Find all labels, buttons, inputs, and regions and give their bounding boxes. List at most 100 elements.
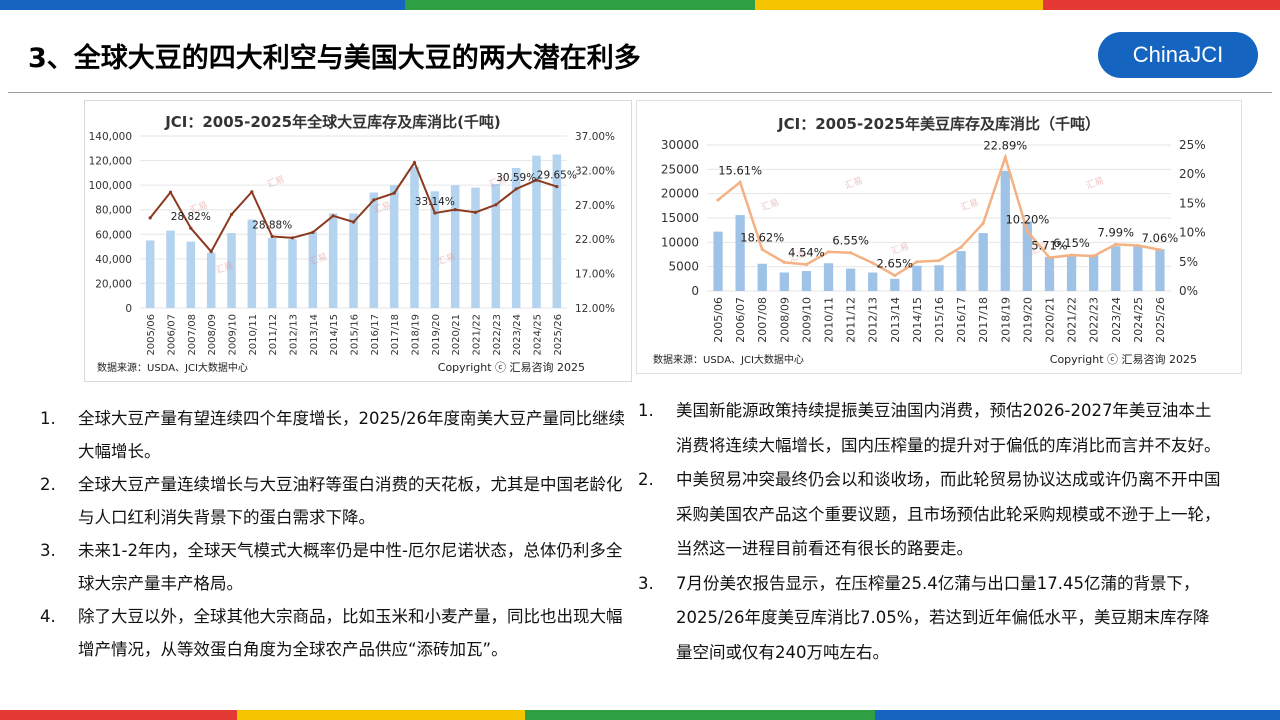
ratio-point	[514, 187, 518, 191]
x-tick-label: 2009/10	[228, 314, 239, 356]
bottom-color-bar	[0, 710, 1280, 720]
list-number: 3.	[638, 573, 654, 593]
stock-bar	[845, 268, 856, 291]
x-tick-label: 2022/23	[1088, 297, 1101, 343]
list-text: 7月份美农报告显示，在压榨量25.4亿蒲与出口量17.45亿蒲的背景下，2025…	[676, 573, 1210, 662]
y-tick-label: 20,000	[95, 278, 132, 290]
watermark-text: 汇易	[959, 197, 980, 213]
y-tick-label: 0	[691, 284, 699, 298]
x-tick-label: 2005/06	[146, 314, 157, 356]
list-text: 美国新能源政策持续提振美豆油国内消费，预估2026-2027年美豆油本土消费将连…	[676, 401, 1221, 455]
ratio-data-label: 22.89%	[983, 138, 1027, 152]
x-tick-label: 2013/14	[889, 297, 902, 343]
list-number: 4.	[40, 607, 56, 626]
stock-bar	[532, 155, 541, 308]
top-color-bar	[0, 0, 1280, 10]
y2-tick-label: 5%	[1179, 255, 1198, 269]
bottom-bar-blue	[875, 710, 1280, 720]
y2-tick-label: 32.00%	[575, 165, 615, 177]
x-tick-label: 2011/12	[268, 314, 279, 356]
ratio-point	[250, 190, 254, 194]
watermark-text: 汇易	[843, 175, 864, 191]
x-tick-label: 2019/20	[1021, 297, 1034, 343]
x-tick-label: 2021/22	[1066, 297, 1079, 343]
stock-bar	[328, 213, 338, 308]
y-tick-label: 120,000	[89, 156, 132, 168]
y2-tick-label: 22.00%	[575, 234, 615, 246]
ratio-data-label: 6.55%	[832, 234, 869, 248]
ratio-point	[804, 262, 809, 267]
ratio-point	[1003, 155, 1007, 159]
ratio-point	[959, 245, 963, 249]
ratio-data-label: 18.62%	[740, 231, 784, 245]
x-tick-label: 2017/18	[390, 314, 401, 356]
stock-bar	[823, 263, 834, 291]
ratio-point	[372, 198, 376, 202]
x-tick-label: 2006/07	[734, 297, 747, 343]
stock-bar	[1000, 170, 1010, 291]
x-tick-label: 2008/09	[207, 314, 218, 356]
ratio-point	[209, 249, 213, 254]
x-tick-label: 2011/12	[845, 297, 858, 343]
ratio-point	[392, 191, 396, 195]
ratio-data-label: 6.15%	[1053, 236, 1090, 250]
stock-bar	[511, 167, 521, 308]
x-tick-label: 2010/11	[248, 314, 259, 356]
y-tick-label: 5000	[668, 260, 699, 274]
stock-bar	[757, 263, 767, 291]
ratio-data-label: 7.99%	[1097, 225, 1134, 239]
top-bar-green	[405, 0, 755, 10]
x-tick-label: 2010/11	[823, 297, 836, 343]
stock-bar	[1133, 246, 1143, 291]
stock-bar	[308, 231, 318, 308]
ratio-point	[1047, 256, 1052, 260]
bottom-bar-green	[525, 710, 875, 720]
ratio-point	[351, 220, 356, 224]
ratio-point	[782, 260, 786, 264]
ratio-data-label: 29.65%	[537, 170, 577, 182]
ratio-point	[1114, 242, 1118, 246]
y2-tick-label: 12.00%	[575, 303, 615, 315]
x-tick-label: 2020/21	[451, 314, 462, 356]
y2-tick-label: 0%	[1179, 284, 1198, 298]
y-tick-label: 0	[125, 303, 132, 315]
watermark-text: 汇易	[1085, 175, 1106, 191]
y2-tick-label: 27.00%	[575, 200, 615, 212]
ratio-point	[331, 214, 335, 218]
stock-bar	[1044, 256, 1055, 291]
x-tick-label: 2015/16	[933, 297, 946, 343]
data-source: 数据来源：USDA、JCI大数据中心	[653, 353, 804, 366]
stock-bar	[389, 185, 399, 308]
x-tick-label: 2014/15	[329, 314, 340, 356]
ratio-point	[871, 261, 875, 265]
ratio-point	[311, 230, 315, 234]
stock-bar	[1089, 254, 1099, 291]
stock-bar	[166, 230, 175, 308]
x-tick-label: 2012/13	[289, 314, 300, 356]
ratio-point	[148, 216, 152, 220]
stock-bar	[1066, 254, 1077, 291]
x-tick-label: 2009/10	[800, 297, 813, 343]
ratio-data-label: 33.14%	[415, 196, 455, 208]
y-tick-label: 100,000	[89, 180, 132, 192]
ratio-point	[494, 203, 498, 207]
ratio-point	[229, 212, 234, 217]
x-tick-label: 2016/17	[955, 297, 968, 343]
top-bar-blue	[0, 0, 405, 10]
x-tick-label: 2024/25	[533, 314, 544, 356]
list-text: 全球大豆产量连续增长与大豆油籽等蛋白消费的天花板，尤其是中国老龄化与人口红利消失…	[78, 475, 623, 527]
y-tick-label: 25000	[661, 162, 699, 176]
x-tick-label: 2025/26	[1154, 297, 1167, 343]
ratio-point	[412, 160, 417, 165]
ratio-data-label: 10.20%	[1005, 212, 1049, 226]
x-tick-label: 2018/19	[411, 314, 422, 356]
y2-tick-label: 20%	[1179, 167, 1206, 181]
list-number: 2.	[638, 470, 654, 489]
global-bearish-factors-list: 1. 全球大豆产量有望连续四个年度增长，2025/26年度南美大豆产量同比继续大幅…	[40, 402, 630, 666]
x-tick-label: 2016/17	[370, 314, 381, 356]
stock-bar	[735, 215, 745, 291]
global-soybean-chart-svg: JCI：2005-2025年全球大豆库存及库消比(千吨) 0 20,000 40,00…	[89, 113, 615, 374]
stock-bar	[227, 233, 236, 308]
bottom-bar-yellow	[237, 710, 525, 720]
ratio-point	[1092, 254, 1096, 258]
